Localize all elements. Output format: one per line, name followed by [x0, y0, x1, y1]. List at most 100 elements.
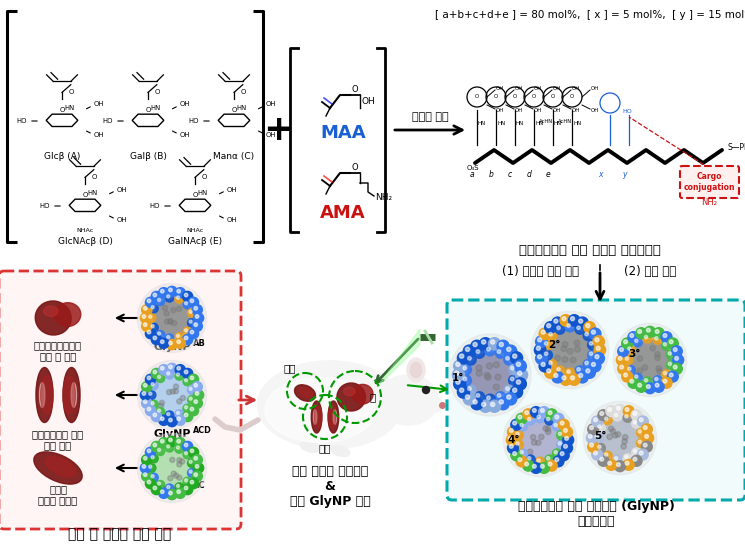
- Circle shape: [557, 431, 566, 440]
- Circle shape: [626, 345, 635, 354]
- Circle shape: [596, 443, 606, 453]
- Circle shape: [468, 357, 472, 360]
- Circle shape: [177, 417, 180, 421]
- Circle shape: [148, 391, 156, 399]
- Circle shape: [177, 475, 182, 480]
- Circle shape: [624, 355, 633, 365]
- Circle shape: [189, 388, 192, 390]
- Circle shape: [168, 319, 173, 323]
- Circle shape: [675, 357, 679, 360]
- Circle shape: [168, 341, 172, 345]
- Circle shape: [151, 442, 162, 452]
- Circle shape: [565, 437, 568, 440]
- Circle shape: [504, 355, 514, 365]
- Circle shape: [558, 442, 562, 445]
- Circle shape: [157, 298, 161, 301]
- Circle shape: [565, 368, 575, 378]
- Circle shape: [150, 381, 158, 390]
- Circle shape: [180, 395, 186, 401]
- Circle shape: [504, 345, 517, 357]
- Circle shape: [616, 463, 621, 466]
- Text: 비장: 비장: [284, 363, 297, 373]
- Circle shape: [510, 377, 514, 381]
- Circle shape: [653, 381, 664, 392]
- Circle shape: [167, 490, 177, 500]
- Circle shape: [514, 378, 526, 390]
- Circle shape: [165, 411, 174, 420]
- Circle shape: [562, 317, 566, 321]
- Circle shape: [167, 339, 177, 349]
- Circle shape: [661, 378, 672, 388]
- Circle shape: [545, 426, 551, 432]
- Circle shape: [647, 385, 650, 389]
- Circle shape: [552, 317, 563, 328]
- Circle shape: [151, 335, 162, 344]
- Circle shape: [175, 365, 186, 375]
- Text: [ a+b+c+d+e ] = 80 mol%,  [ x ] = 5 mol%,  [ y ] = 15 mol%: [ a+b+c+d+e ] = 80 mol%, [ x ] = 5 mol%,…: [435, 10, 745, 20]
- Circle shape: [588, 424, 598, 435]
- Circle shape: [185, 452, 188, 455]
- Circle shape: [189, 320, 192, 323]
- Circle shape: [167, 295, 170, 298]
- Circle shape: [508, 437, 512, 440]
- Circle shape: [171, 307, 176, 313]
- Ellipse shape: [44, 306, 58, 316]
- Circle shape: [661, 332, 672, 343]
- Circle shape: [603, 452, 612, 460]
- Ellipse shape: [294, 385, 315, 401]
- Circle shape: [615, 457, 618, 460]
- Circle shape: [162, 305, 168, 311]
- Text: O: O: [570, 94, 574, 99]
- Circle shape: [644, 434, 648, 438]
- Circle shape: [588, 340, 597, 350]
- Circle shape: [175, 488, 186, 498]
- Circle shape: [594, 451, 597, 455]
- Circle shape: [539, 407, 550, 417]
- Circle shape: [656, 366, 662, 371]
- Ellipse shape: [378, 375, 438, 425]
- Circle shape: [555, 366, 565, 376]
- Circle shape: [142, 381, 152, 392]
- Circle shape: [170, 457, 175, 463]
- Circle shape: [594, 418, 597, 422]
- Circle shape: [589, 443, 594, 447]
- Circle shape: [190, 330, 194, 334]
- Text: OH: OH: [591, 108, 600, 113]
- Circle shape: [194, 473, 197, 476]
- Text: OH: OH: [180, 102, 191, 108]
- Circle shape: [489, 400, 501, 412]
- Circle shape: [606, 459, 617, 470]
- Text: e: e: [545, 170, 551, 179]
- Circle shape: [183, 327, 191, 336]
- Circle shape: [167, 363, 177, 374]
- Circle shape: [189, 397, 192, 400]
- Circle shape: [157, 375, 161, 379]
- Circle shape: [466, 347, 469, 352]
- Circle shape: [174, 473, 179, 478]
- Text: O: O: [202, 174, 207, 181]
- Ellipse shape: [45, 457, 76, 477]
- Circle shape: [653, 376, 662, 385]
- Text: OH: OH: [266, 102, 276, 108]
- Circle shape: [526, 416, 535, 425]
- Ellipse shape: [71, 383, 77, 407]
- Circle shape: [165, 484, 174, 493]
- Circle shape: [594, 433, 603, 443]
- Text: 면역성
혁소판 감소증: 면역성 혁소판 감소증: [39, 484, 77, 506]
- Circle shape: [168, 365, 172, 369]
- Circle shape: [669, 373, 673, 377]
- Circle shape: [454, 360, 466, 372]
- Circle shape: [595, 355, 599, 359]
- Circle shape: [190, 407, 194, 411]
- Circle shape: [495, 374, 501, 380]
- Circle shape: [466, 385, 476, 395]
- Text: a: a: [469, 170, 475, 179]
- Circle shape: [157, 409, 161, 412]
- Circle shape: [596, 423, 606, 433]
- Circle shape: [461, 375, 472, 386]
- Text: 아세트아미노펜에
의한 간 손상: 아세트아미노펜에 의한 간 손상: [34, 340, 82, 362]
- Circle shape: [183, 404, 191, 413]
- Circle shape: [153, 299, 191, 337]
- Circle shape: [195, 315, 199, 319]
- Circle shape: [513, 452, 516, 455]
